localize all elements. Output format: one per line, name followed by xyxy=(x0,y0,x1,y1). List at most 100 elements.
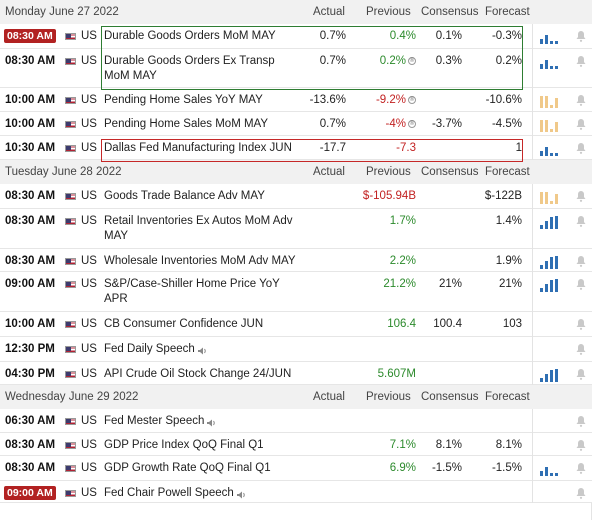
alert-bell-icon[interactable] xyxy=(576,318,586,330)
event-name[interactable]: Fed Mester Speech xyxy=(104,414,314,429)
event-time: 08:30 AM xyxy=(5,55,56,67)
event-row[interactable]: 12:30 PM US Fed Daily Speech xyxy=(0,337,592,362)
previous-value: 2.2% xyxy=(346,254,416,269)
event-name[interactable]: GDP Price Index QoQ Final Q1 xyxy=(104,438,314,453)
previous-value: -7.3 xyxy=(346,141,416,156)
column-header-actual: Actual xyxy=(313,166,345,178)
event-name[interactable]: Pending Home Sales MoM MAY xyxy=(104,117,314,132)
alert-bell-icon[interactable] xyxy=(576,462,586,474)
alert-bell-icon[interactable] xyxy=(576,55,586,67)
column-divider xyxy=(532,136,533,160)
alert-bell-icon[interactable] xyxy=(576,142,586,154)
event-name[interactable]: Goods Trade Balance Adv MAY xyxy=(104,189,314,204)
sparkline-bar xyxy=(540,225,543,229)
event-name[interactable]: Retail Inventories Ex Autos MoM Adv MAY xyxy=(104,214,314,244)
event-row[interactable]: 10:00 AM US Pending Home Sales MoM MAY 0.7%… xyxy=(0,112,592,136)
event-row[interactable]: 10:00 AM US CB Consumer Confidence JUN 106.… xyxy=(0,312,592,337)
event-name-line1: Durable Goods Orders MoM MAY xyxy=(104,30,276,42)
previous-value: 5.607M xyxy=(346,367,416,382)
event-name[interactable]: Dallas Fed Manufacturing Index JUN xyxy=(104,141,314,156)
event-row[interactable]: 04:30 PM US API Crude Oil Stock Change 24/… xyxy=(0,362,592,385)
column-divider xyxy=(532,249,533,272)
trend-sparkline[interactable] xyxy=(540,368,564,382)
sparkline-bar xyxy=(555,41,558,44)
actual-value: -17.7 xyxy=(319,142,346,154)
trend-sparkline[interactable] xyxy=(540,255,564,269)
sparkline-bar xyxy=(540,64,543,69)
event-name[interactable]: GDP Growth Rate QoQ Final Q1 xyxy=(104,461,314,476)
event-name[interactable]: Durable Goods Orders MoM MAY xyxy=(104,29,314,44)
column-divider xyxy=(532,362,533,385)
country-code: US xyxy=(81,255,97,267)
event-name[interactable]: S&P/Case-Shiller Home Price YoY APR xyxy=(104,277,314,307)
event-row[interactable]: 09:00 AM US Fed Chair Powell Speech xyxy=(0,481,592,503)
flag-canton xyxy=(66,322,71,326)
trend-sparkline[interactable] xyxy=(540,462,564,476)
event-name-line1: Retail Inventories Ex Autos MoM Adv xyxy=(104,215,293,227)
event-row[interactable]: 09:00 AM US S&P/Case-Shiller Home Price Yo… xyxy=(0,272,592,312)
event-row[interactable]: 10:00 AM US Pending Home Sales YoY MAY -13.… xyxy=(0,88,592,112)
sparkline-bar xyxy=(545,192,548,204)
trend-sparkline[interactable] xyxy=(540,118,564,132)
sparkline-bar xyxy=(555,369,558,382)
event-name[interactable]: API Crude Oil Stock Change 24/JUN xyxy=(104,367,314,382)
trend-sparkline[interactable] xyxy=(540,190,564,204)
forecast-value: 21% xyxy=(498,278,522,290)
event-row[interactable]: 08:30 AM US Durable Goods Orders Ex Transp… xyxy=(0,49,592,88)
trend-sparkline[interactable] xyxy=(540,278,564,292)
sparkline-bar xyxy=(555,98,558,108)
event-row[interactable]: 08:30 AM US Wholesale Inventories MoM Adv … xyxy=(0,249,592,272)
flag-canton xyxy=(66,347,71,351)
previous-value: 21.2% xyxy=(346,277,416,292)
sparkline-bar xyxy=(540,151,543,156)
flag-canton xyxy=(66,146,71,150)
us-flag-icon xyxy=(65,193,76,200)
country-code: US xyxy=(81,94,97,106)
consensus-value: 0.1% xyxy=(435,30,462,42)
event-row[interactable]: 10:30 AM US Dallas Fed Manufacturing Index… xyxy=(0,136,592,160)
sparkline-bar xyxy=(545,221,548,229)
trend-sparkline[interactable] xyxy=(540,30,564,44)
event-time: 08:30 AM xyxy=(5,190,56,202)
trend-sparkline[interactable] xyxy=(540,55,564,69)
alert-bell-icon[interactable] xyxy=(576,118,586,130)
event-row[interactable]: 08:30 AM US GDP Growth Rate QoQ Final Q1 6.… xyxy=(0,456,592,481)
flag-canton xyxy=(66,122,71,126)
event-time: 08:30 AM xyxy=(5,439,56,451)
event-row[interactable]: 08:30 AM US Goods Trade Balance Adv MAY $-1… xyxy=(0,184,592,209)
event-name[interactable]: Fed Daily Speech xyxy=(104,342,314,357)
actual-value: 0.7% xyxy=(319,55,346,67)
trend-sparkline[interactable] xyxy=(540,94,564,108)
event-name[interactable]: CB Consumer Confidence JUN xyxy=(104,317,314,332)
alert-bell-icon[interactable] xyxy=(576,278,586,290)
previous-text: 6.9% xyxy=(389,462,416,474)
day-header: Wednesday June 29 2022 Actual Previous Cons… xyxy=(0,385,592,409)
day-date: Wednesday June 29 2022 xyxy=(5,391,139,403)
event-name[interactable]: Pending Home Sales YoY MAY xyxy=(104,93,314,108)
event-row[interactable]: 08:30 AM US Durable Goods Orders MoM MAY 0.… xyxy=(0,24,592,49)
previous-text: 1.7% xyxy=(389,215,416,227)
alert-bell-icon[interactable] xyxy=(576,30,586,42)
event-name[interactable]: Fed Chair Powell Speech xyxy=(104,486,314,501)
sparkline-bar xyxy=(550,280,553,292)
event-name[interactable]: Wholesale Inventories MoM Adv MAY xyxy=(104,254,314,269)
alert-bell-icon[interactable] xyxy=(576,255,586,267)
alert-bell-icon[interactable] xyxy=(576,487,586,499)
flag-canton xyxy=(66,98,71,102)
alert-bell-icon[interactable] xyxy=(576,343,586,355)
event-row[interactable]: 08:30 AM US Retail Inventories Ex Autos Mo… xyxy=(0,209,592,249)
sparkline-bar xyxy=(545,467,548,476)
event-name[interactable]: Durable Goods Orders Ex Transp MoM MAY xyxy=(104,54,314,84)
alert-bell-icon[interactable] xyxy=(576,415,586,427)
alert-bell-icon[interactable] xyxy=(576,439,586,451)
trend-sparkline[interactable] xyxy=(540,142,564,156)
actual-value: 0.7% xyxy=(319,118,346,130)
alert-bell-icon[interactable] xyxy=(576,215,586,227)
alert-bell-icon[interactable] xyxy=(576,190,586,202)
alert-bell-icon[interactable] xyxy=(576,368,586,380)
event-row[interactable]: 08:30 AM US GDP Price Index QoQ Final Q1 7.… xyxy=(0,433,592,456)
event-time: 12:30 PM xyxy=(5,343,55,355)
event-row[interactable]: 06:30 AM US Fed Mester Speech xyxy=(0,409,592,433)
alert-bell-icon[interactable] xyxy=(576,94,586,106)
trend-sparkline[interactable] xyxy=(540,215,564,229)
